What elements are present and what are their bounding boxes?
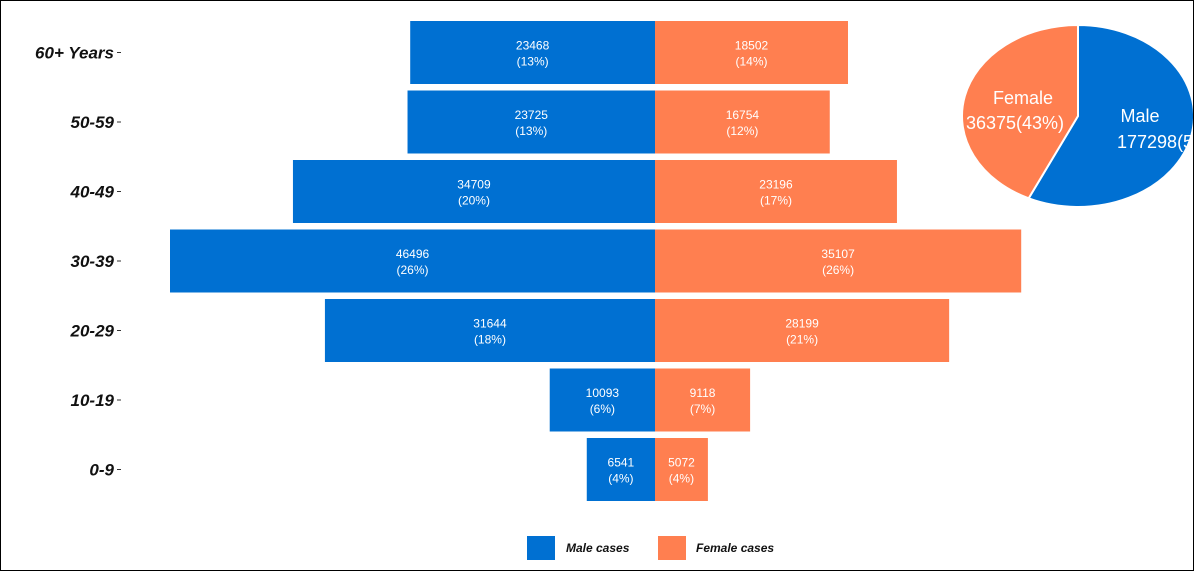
male-bar bbox=[407, 90, 655, 154]
pie-female-name-label: Female bbox=[993, 88, 1053, 108]
male-bar-percent-label: (6%) bbox=[590, 402, 615, 416]
female-bar-percent-label: (14%) bbox=[735, 55, 767, 69]
female-bar-percent-label: (12%) bbox=[726, 124, 758, 138]
male-bar-percent-label: (20%) bbox=[458, 194, 490, 208]
male-bar bbox=[410, 21, 655, 84]
legend-male-label: Male cases bbox=[566, 541, 630, 555]
female-bar bbox=[655, 368, 751, 432]
pie-male-name-label: Male bbox=[1120, 106, 1159, 126]
age-group-label: 20-29 bbox=[70, 322, 115, 341]
male-bar-percent-label: (18%) bbox=[474, 333, 506, 347]
female-bar-value-label: 28199 bbox=[785, 317, 819, 331]
male-bar-value-label: 46496 bbox=[396, 247, 430, 261]
male-bar-percent-label: (4%) bbox=[608, 472, 633, 486]
male-bar-value-label: 6541 bbox=[608, 456, 635, 470]
legend-male-swatch bbox=[527, 536, 555, 560]
female-bar bbox=[655, 21, 848, 84]
male-bar-value-label: 23725 bbox=[515, 108, 549, 122]
male-bar bbox=[170, 229, 655, 293]
age-group-label: 60+ Years bbox=[35, 44, 114, 63]
age-group-label: 50-59 bbox=[71, 113, 115, 132]
male-bar bbox=[292, 160, 655, 223]
legend-female-label: Female cases bbox=[696, 541, 774, 555]
pie-male-value-label: 177298(57%) bbox=[1117, 132, 1193, 152]
female-bar bbox=[655, 299, 950, 362]
gender-pie-chart: Male 177298(57%) Female 36375(43%) bbox=[961, 23, 1193, 208]
female-bar bbox=[655, 160, 897, 223]
male-bar-percent-label: (13%) bbox=[517, 55, 549, 69]
age-group-label: 30-39 bbox=[71, 252, 115, 271]
male-bar-percent-label: (13%) bbox=[515, 124, 547, 138]
male-bar-value-label: 23468 bbox=[516, 39, 550, 53]
legend: Male cases Female cases bbox=[527, 536, 774, 560]
age-group-label: 0-9 bbox=[89, 461, 114, 480]
female-bar bbox=[655, 229, 1022, 293]
male-bar-value-label: 10093 bbox=[586, 386, 620, 400]
female-bar bbox=[655, 90, 830, 154]
female-bar-value-label: 35107 bbox=[821, 247, 855, 261]
female-bar-percent-label: (7%) bbox=[690, 402, 715, 416]
female-bar-percent-label: (17%) bbox=[760, 194, 792, 208]
male-bar bbox=[586, 438, 655, 501]
male-bar-value-label: 34709 bbox=[457, 178, 491, 192]
female-bar-value-label: 9118 bbox=[690, 386, 716, 400]
age-group-label: 40-49 bbox=[70, 183, 115, 202]
male-bar-percent-label: (26%) bbox=[396, 263, 428, 277]
male-bar bbox=[549, 368, 655, 432]
female-bar-value-label: 5072 bbox=[668, 456, 695, 470]
female-bar-value-label: 23196 bbox=[759, 178, 793, 192]
female-bar-value-label: 18502 bbox=[735, 39, 769, 53]
female-bar-percent-label: (26%) bbox=[822, 263, 854, 277]
female-bar-percent-label: (21%) bbox=[786, 333, 818, 347]
male-bar bbox=[324, 299, 655, 362]
pie-slice-male bbox=[1027, 23, 1193, 208]
female-bar-percent-label: (4%) bbox=[669, 472, 694, 486]
pie-female-value-label: 36375(43%) bbox=[966, 113, 1064, 133]
legend-female-swatch bbox=[658, 536, 686, 560]
female-bar-value-label: 16754 bbox=[726, 108, 760, 122]
male-bar-value-label: 31644 bbox=[473, 317, 507, 331]
population-pyramid: 60+ Years 23468 (13%) 18502 (14%) 50-59 23725 (… bbox=[35, 21, 1022, 501]
female-bar bbox=[655, 438, 708, 501]
pie-slice-female bbox=[961, 23, 1079, 200]
age-group-label: 10-19 bbox=[71, 391, 115, 410]
